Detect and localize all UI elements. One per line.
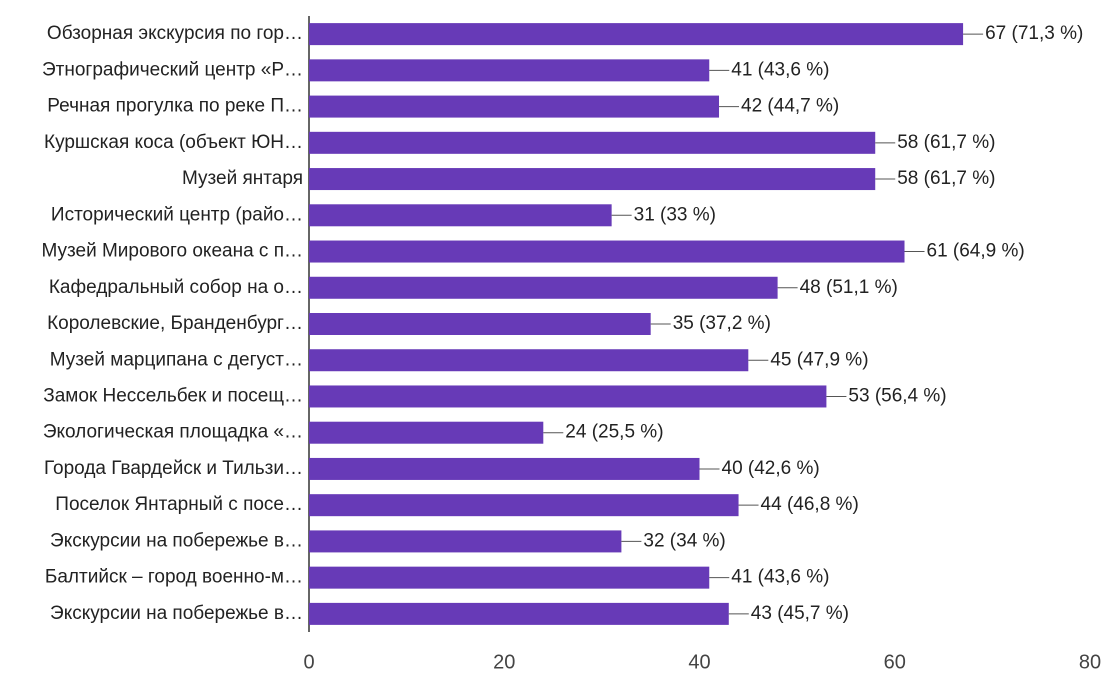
data-label: 45 (47,9 %) [770,349,868,370]
bar [309,59,710,82]
y-tick-label: Музей Мирового океана с п… [41,241,303,262]
bar [309,566,710,589]
x-tick-label: 60 [884,651,906,673]
data-label: 32 (34 %) [643,530,725,551]
x-tick-label: 80 [1079,651,1101,673]
y-tick-label: Балтийск – город военно-м… [45,567,303,588]
bar [309,168,876,191]
data-label: 44 (46,8 %) [761,494,859,515]
y-tick-label: Королевские, Бранденбург… [47,313,303,334]
y-tick-label: Куршская коса (объект ЮН… [44,132,303,153]
bar [309,95,720,118]
bar [309,530,622,553]
y-tick-label: Музей янтаря [182,168,303,189]
x-tick-label: 40 [688,651,710,673]
y-tick-label: Экскурсии на побережье в… [50,530,303,551]
bar [309,457,700,480]
data-label: 31 (33 %) [634,204,716,225]
data-label: 67 (71,3 %) [985,23,1083,44]
bar [309,385,827,408]
y-tick-label: Кафедральный собор на о… [49,277,303,298]
y-tick-label: Экологическая площадка «… [43,422,303,443]
data-label: 53 (56,4 %) [848,385,946,406]
data-label: 35 (37,2 %) [673,313,771,334]
bar [309,23,964,46]
bar [309,204,612,227]
data-label: 24 (25,5 %) [565,422,663,443]
y-tick-label: Музей марципана с дегуст… [50,349,303,370]
data-label: 58 (61,7 %) [897,132,995,153]
y-tick-label: Речная прогулка по реке П… [47,96,303,117]
data-label: 43 (45,7 %) [751,603,849,624]
data-label: 58 (61,7 %) [897,168,995,189]
bar [309,131,876,154]
y-tick-label: Замок Нессельбек и посещ… [43,385,303,406]
bar [309,602,729,625]
x-tick-label: 0 [303,651,314,673]
bar [309,240,905,263]
y-tick-label: Экскурсии на побережье в… [50,603,303,624]
bar [309,349,749,372]
bar [309,276,778,299]
data-label: 41 (43,6 %) [731,59,829,80]
y-tick-label: Города Гвардейск и Тильзи… [44,458,303,479]
y-tick-label: Обзорная экскурсия по гор… [47,23,303,44]
data-label: 42 (44,7 %) [741,96,839,117]
bar [309,494,739,517]
data-label: 41 (43,6 %) [731,567,829,588]
data-label: 40 (42,6 %) [722,458,820,479]
bar [309,313,651,335]
data-label: 48 (51,1 %) [800,277,898,298]
y-tick-label: Этнографический центр «Р… [42,59,303,80]
data-label: 61 (64,9 %) [927,241,1025,262]
x-tick-label: 20 [493,651,515,673]
y-tick-label: Исторический центр (райо… [51,204,303,225]
y-tick-label: Поселок Янтарный с посе… [55,494,303,515]
bar [309,421,544,444]
